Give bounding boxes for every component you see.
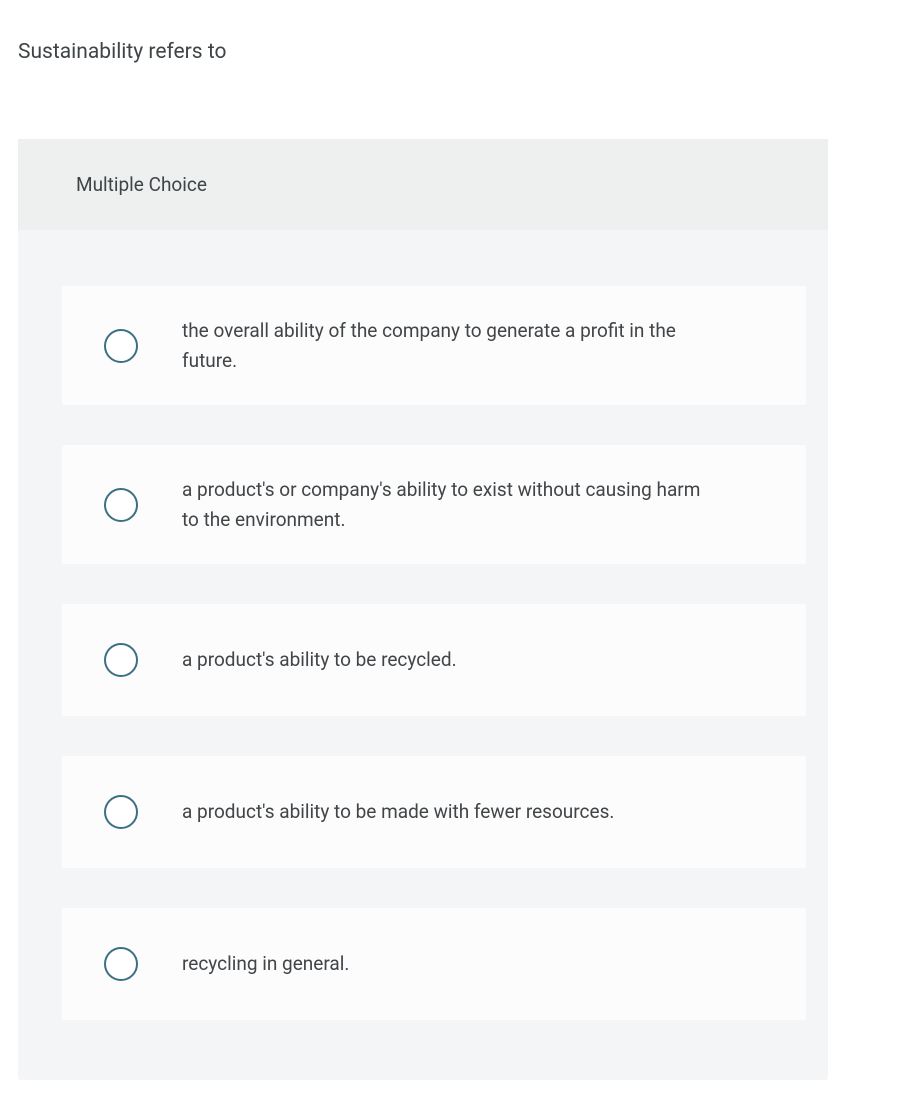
- option-2[interactable]: a product's ability to be recycled.: [62, 604, 806, 716]
- option-label: a product's or company's ability to exis…: [182, 475, 702, 534]
- radio-icon[interactable]: [104, 329, 138, 363]
- option-label: the overall ability of the company to ge…: [182, 316, 702, 375]
- radio-icon[interactable]: [104, 947, 138, 981]
- question-type-label: Multiple Choice: [76, 173, 828, 196]
- quiz-page: Sustainability refers to Multiple Choice…: [0, 0, 923, 1120]
- radio-icon[interactable]: [104, 795, 138, 829]
- option-4[interactable]: recycling in general.: [62, 908, 806, 1020]
- options-list: the overall ability of the company to ge…: [18, 230, 828, 1020]
- option-label: a product's ability to be made with fewe…: [182, 797, 614, 826]
- radio-icon[interactable]: [104, 643, 138, 677]
- question-prompt: Sustainability refers to: [18, 38, 905, 67]
- question-card: Multiple Choice the overall ability of t…: [18, 139, 828, 1080]
- question-card-header: Multiple Choice: [18, 139, 828, 230]
- option-3[interactable]: a product's ability to be made with fewe…: [62, 756, 806, 868]
- option-0[interactable]: the overall ability of the company to ge…: [62, 286, 806, 405]
- option-label: a product's ability to be recycled.: [182, 645, 457, 674]
- option-label: recycling in general.: [182, 949, 349, 978]
- radio-icon[interactable]: [104, 488, 138, 522]
- option-1[interactable]: a product's or company's ability to exis…: [62, 445, 806, 564]
